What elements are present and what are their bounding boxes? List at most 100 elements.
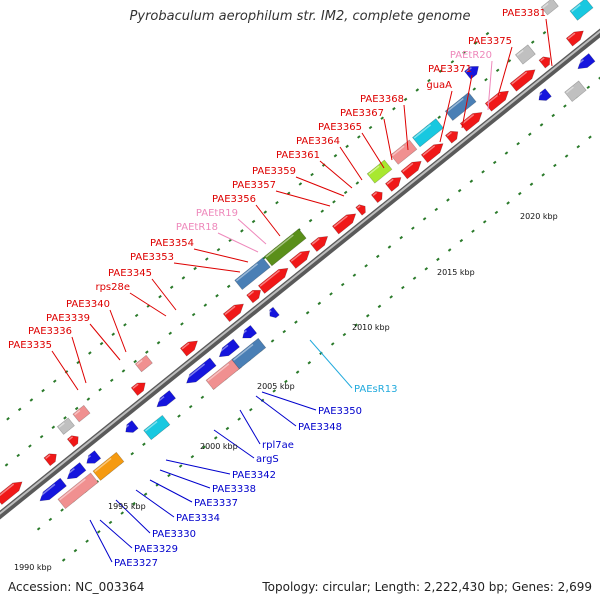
gene-gloss bbox=[0, 483, 15, 498]
reverse-gene bbox=[143, 414, 171, 441]
gene-shape bbox=[444, 91, 477, 121]
gene-gloss bbox=[265, 234, 294, 258]
gene-gloss bbox=[311, 238, 320, 245]
label-pae3353: PAE3353 bbox=[130, 252, 174, 263]
label-paetr18: PAEtR18 bbox=[176, 222, 218, 233]
scale-tick bbox=[203, 303, 208, 307]
gene-shape bbox=[289, 250, 311, 269]
scale-tick bbox=[167, 473, 171, 478]
label-pae3359: PAE3359 bbox=[252, 166, 296, 177]
scale-tick bbox=[401, 285, 405, 290]
scale-tick bbox=[506, 201, 510, 205]
gene-gloss bbox=[247, 290, 255, 297]
scale-tick bbox=[473, 41, 478, 45]
scale-tick bbox=[275, 200, 279, 205]
scale-tick bbox=[399, 235, 403, 240]
scale-tick bbox=[168, 331, 173, 336]
gene-gloss bbox=[372, 192, 378, 196]
leader-line bbox=[165, 459, 231, 475]
gene-gloss bbox=[461, 114, 475, 125]
gene-shape bbox=[355, 204, 366, 216]
label-pae3336: PAE3336 bbox=[28, 326, 72, 337]
scale-tick bbox=[310, 172, 314, 177]
leader-line bbox=[461, 74, 473, 129]
gene-shape bbox=[234, 257, 271, 291]
forward-gene bbox=[263, 228, 307, 267]
forward-gene bbox=[72, 404, 91, 423]
scale-tick bbox=[123, 323, 127, 327]
label-pae3335: PAE3335 bbox=[8, 340, 52, 351]
gene-shape bbox=[577, 53, 596, 70]
scale-tick bbox=[481, 170, 485, 174]
forward-gene bbox=[179, 340, 198, 357]
gene-gloss bbox=[386, 178, 394, 185]
scale-tick bbox=[6, 417, 10, 421]
reverse-gene bbox=[155, 390, 177, 408]
label-pae3345: PAE3345 bbox=[108, 268, 152, 279]
leader-line bbox=[255, 204, 281, 237]
scale-tick bbox=[551, 113, 556, 118]
kbp-label: 2010 kbp bbox=[352, 323, 390, 332]
gene-shape bbox=[538, 56, 551, 69]
scale-tick bbox=[85, 539, 89, 543]
gene-shape bbox=[269, 306, 280, 319]
gene-shape bbox=[464, 66, 479, 80]
scale-tick bbox=[459, 238, 464, 243]
scale-tick bbox=[376, 254, 380, 259]
gene-shape bbox=[222, 303, 244, 323]
scale-tick bbox=[516, 141, 520, 146]
leader-line bbox=[71, 336, 87, 384]
scale-tick bbox=[364, 264, 368, 268]
topology-text: Topology: circular; Length: 2,222,430 bp… bbox=[262, 580, 592, 594]
scale-tick bbox=[422, 217, 427, 221]
label-paetr19: PAEtR19 bbox=[196, 208, 238, 219]
scale-tick bbox=[576, 144, 581, 149]
label-pae3368: PAE3368 bbox=[360, 94, 404, 105]
scale-tick bbox=[504, 151, 509, 155]
gene-shape bbox=[257, 267, 289, 294]
leader-line bbox=[159, 469, 211, 489]
gene-gloss bbox=[268, 310, 272, 314]
scale-tick bbox=[343, 190, 348, 195]
leader-line bbox=[261, 391, 317, 411]
backbone-line bbox=[0, 28, 600, 520]
label-pae3339: PAE3339 bbox=[46, 313, 90, 324]
scale-tick bbox=[282, 329, 287, 334]
gene-gloss bbox=[259, 269, 280, 287]
gene-gloss bbox=[58, 422, 65, 428]
scale-tick bbox=[237, 417, 241, 421]
scale-tick bbox=[472, 87, 477, 91]
scale-tick bbox=[424, 267, 429, 271]
forward-gene bbox=[538, 56, 551, 69]
label-pae3364: PAE3364 bbox=[296, 136, 340, 147]
scale-tick bbox=[134, 313, 139, 318]
gene-shape bbox=[43, 453, 57, 467]
scale-tick bbox=[51, 425, 56, 429]
gene-shape bbox=[509, 69, 536, 92]
forward-gene bbox=[355, 204, 366, 216]
scale-tick bbox=[495, 68, 500, 73]
scale-tick bbox=[564, 154, 569, 158]
scale-tick bbox=[446, 198, 450, 202]
forward-gene bbox=[134, 354, 153, 373]
backbone-highlight bbox=[0, 30, 600, 515]
leader-line bbox=[89, 519, 113, 563]
gene-shape bbox=[56, 417, 75, 435]
gene-shape bbox=[484, 90, 510, 112]
leader-line bbox=[109, 309, 127, 353]
reverse-gene bbox=[537, 88, 552, 101]
leader-line bbox=[319, 160, 353, 189]
reverse-gene bbox=[240, 324, 258, 339]
leader-line bbox=[545, 18, 553, 67]
scale-tick bbox=[213, 436, 218, 440]
scale-tick bbox=[190, 454, 195, 459]
gene-shape bbox=[564, 80, 587, 102]
label-pae3354: PAE3354 bbox=[150, 238, 194, 249]
gene-shape bbox=[370, 191, 383, 204]
forward-gene bbox=[464, 66, 479, 80]
scale-tick bbox=[352, 273, 357, 277]
scale-tick bbox=[98, 387, 102, 392]
reverse-gene bbox=[38, 477, 67, 502]
leader-line bbox=[439, 90, 453, 143]
forward-gene bbox=[331, 213, 357, 235]
